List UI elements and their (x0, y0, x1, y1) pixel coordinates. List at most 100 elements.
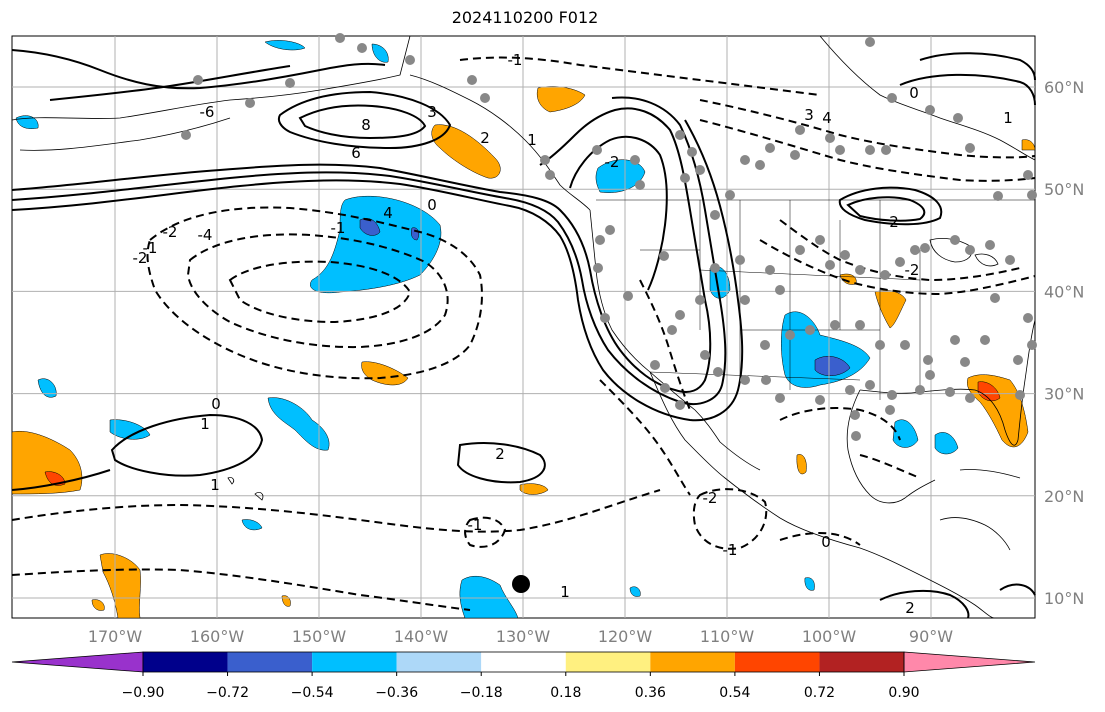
station-dot (710, 263, 720, 273)
graticule (12, 36, 1035, 618)
station-dot (910, 245, 920, 255)
colorbar-tick-label: 0.90 (888, 685, 919, 701)
station-dot (1023, 313, 1033, 323)
contour-label: 2 (495, 445, 505, 463)
station-dot (761, 375, 771, 385)
red-blob-fl (977, 381, 1001, 402)
coastline-segment (649, 371, 921, 576)
solid-contour (11, 119, 744, 422)
solid-contour (838, 186, 943, 226)
colorbar-segment (734, 652, 820, 672)
blue-blob-pacific (310, 195, 442, 294)
dashed-contour (146, 206, 483, 380)
contour-label: -1 (331, 219, 346, 237)
blue-blob-w (109, 419, 151, 440)
station-dot (960, 357, 970, 367)
contour-label: 1 (527, 131, 537, 149)
station-dot (405, 55, 415, 65)
solid-contour (919, 52, 1036, 81)
contour-label: 2 (480, 129, 490, 147)
station-dot (925, 105, 935, 115)
dark-blob-pacific (359, 218, 381, 236)
station-dot (735, 255, 745, 265)
coastline-segment (819, 35, 1036, 161)
station-dot (1015, 390, 1025, 400)
orange-blob-ne (1021, 139, 1036, 151)
solid-contour (11, 49, 386, 90)
contour-label: -1 (143, 239, 158, 257)
orange-blob-sub (361, 361, 409, 386)
colorbar-extend-right (903, 651, 1036, 673)
station-dot (850, 410, 860, 420)
dark-blob-texas (814, 356, 851, 376)
station-dot (695, 295, 705, 305)
station-dot (965, 143, 975, 153)
coastline-segment (409, 74, 591, 211)
station-dot (695, 165, 705, 175)
dashed-contour (699, 119, 1036, 182)
station-dot (600, 313, 610, 323)
latitude-tick-label: 40°N (1044, 282, 1084, 301)
station-dot (887, 390, 897, 400)
contour-lines (11, 49, 1036, 619)
contour-label: 6 (351, 144, 361, 162)
blue-blob-n (264, 40, 306, 51)
colorbar-tick-label: 0.54 (719, 685, 750, 701)
colorbar-tick-label: 0.18 (550, 685, 581, 701)
coastline-segment (719, 441, 761, 471)
contour-label: 3 (427, 103, 437, 121)
station-dot (795, 125, 805, 135)
colorbar-segment (481, 652, 566, 672)
dashed-contour (459, 56, 821, 96)
contour-label: -6 (200, 103, 215, 121)
station-dot (815, 395, 825, 405)
station-dot (675, 130, 685, 140)
station-dot (755, 160, 765, 170)
station-dot (923, 355, 933, 365)
colorbar-segment (227, 652, 313, 672)
blue-blob-hi (267, 397, 330, 451)
dashed-contour (599, 379, 691, 496)
station-dot (193, 75, 203, 85)
contour-label: 1 (210, 476, 220, 494)
station-dot (760, 340, 770, 350)
contour-label: -2 (163, 223, 178, 241)
solid-contour (899, 73, 1036, 106)
colorbar-tick-label: −0.54 (291, 685, 334, 701)
dashed-contour (759, 239, 1036, 296)
contour-label: -1 (468, 516, 483, 534)
solid-contour (456, 442, 546, 484)
station-dot (740, 155, 750, 165)
station-dot (900, 340, 910, 350)
blue-blob-s (241, 519, 263, 531)
station-dot (1023, 170, 1033, 180)
blue-blob-gulf2 (934, 432, 959, 455)
colorbar-segment (396, 652, 482, 672)
station-dot (335, 33, 345, 43)
colorbar-outline (142, 651, 905, 673)
latitude-tick-label: 50°N (1044, 180, 1084, 199)
contour-label: -2 (605, 153, 620, 171)
station-dot (623, 291, 633, 301)
blue-blob-s2 (629, 586, 641, 597)
station-dot (825, 260, 835, 270)
contour-label: 2 (889, 213, 899, 231)
contour-label: 0 (821, 533, 831, 551)
station-dot (467, 75, 477, 85)
dashed-contour (779, 407, 901, 441)
station-dot (700, 350, 710, 360)
station-dot (785, 330, 795, 340)
station-dot (1027, 190, 1037, 200)
solid-contour (999, 583, 1036, 596)
station-dot (1027, 340, 1037, 350)
orange-blob-w (11, 430, 83, 495)
station-dot (592, 145, 602, 155)
station-dot (895, 257, 905, 267)
station-dot (830, 320, 840, 330)
dashed-contour (779, 532, 861, 546)
longitude-tick-label: 170°W (88, 627, 143, 646)
contour-label: -1 (723, 541, 738, 559)
contour-label: 8 (361, 116, 371, 134)
coastline-segment (846, 389, 936, 504)
station-dot (710, 210, 720, 220)
